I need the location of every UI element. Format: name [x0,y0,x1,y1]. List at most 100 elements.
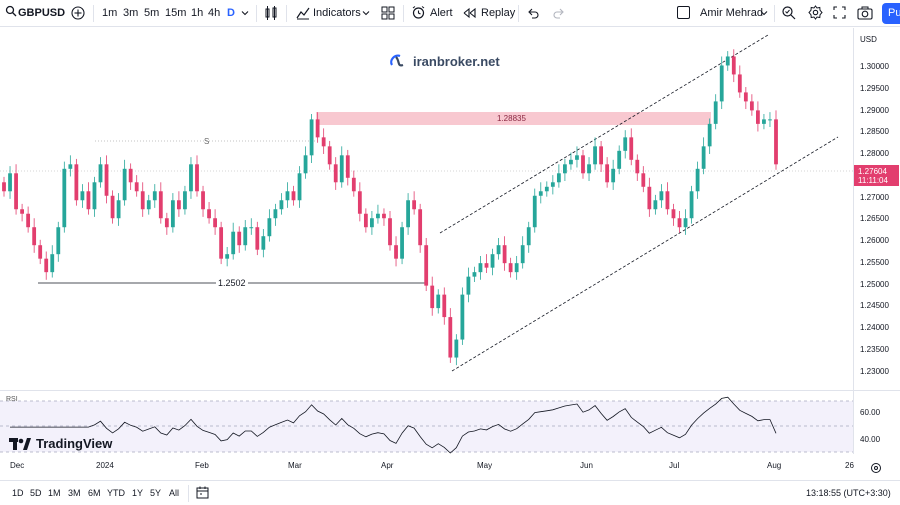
candle-body [556,173,561,183]
candle-body [376,213,380,219]
candle-body [357,191,362,214]
undo-icon[interactable] [527,7,539,19]
candle-body [647,186,652,210]
settings-gear-icon[interactable] [808,5,823,20]
interval-15m[interactable]: 15m [165,7,187,19]
candle-body [768,119,772,121]
indicators-icon[interactable] [296,6,310,20]
candles-icon[interactable] [264,5,278,21]
channel-upper-line [439,34,769,234]
candle-body [195,164,199,192]
alert-clock-icon[interactable] [411,5,426,20]
quick-search-icon[interactable] [781,5,796,20]
range-5d[interactable]: 5D [30,488,42,498]
candle-body [134,182,139,192]
candle-body [291,191,296,201]
candle-body [514,263,519,273]
range-ytd[interactable]: YTD [107,488,125,498]
currency-label[interactable]: USD [860,35,877,44]
top-toolbar: GBPUSD 1m 3m 5m 15m 1h 4h D Indicators A… [0,0,900,27]
candle-body [635,159,640,174]
camera-icon[interactable] [857,6,873,20]
candle-body [279,200,284,210]
candle-body [605,164,610,183]
time-axis[interactable]: Dec 2024 Feb Mar Apr May Jun Jul Aug 26 [0,461,854,475]
candle-body [400,227,404,259]
redo-icon[interactable] [553,7,565,19]
range-1y[interactable]: 1Y [132,488,144,498]
candle-body [581,155,585,174]
rsi-band [0,401,853,452]
divider [256,5,257,22]
time-tick: 26 [845,461,854,470]
candle-body [152,191,157,201]
time-tick: Dec [10,461,25,470]
candle-body [719,65,724,102]
chevron-down-icon[interactable] [241,9,249,17]
interval-3m[interactable]: 3m [123,7,139,19]
indicators-button[interactable]: Indicators [313,7,361,19]
range-3m[interactable]: 3M [68,488,81,498]
candle-body [508,263,513,273]
replay-button[interactable]: Replay [481,7,516,19]
compare-add-icon[interactable] [71,6,85,20]
candle-body [575,155,579,160]
price-tick: 1.26000 [860,236,889,245]
last-price-value: 1.27604 [858,167,887,176]
layout-grid-icon[interactable] [381,6,395,20]
candle-body [309,119,314,156]
candle-body [418,209,423,246]
candle-body [629,137,634,160]
candle-body [189,164,193,192]
candle-body [641,173,646,187]
price-axis[interactable]: USD 1.30000 1.29500 1.29000 1.28500 1.28… [853,28,900,454]
candle-body [544,186,549,192]
price-chart[interactable] [0,28,853,483]
candle-body [177,200,181,210]
chevron-down-icon[interactable] [362,9,370,17]
candle-body [68,164,73,169]
interval-4h[interactable]: 4h [208,7,221,19]
layout-checkbox[interactable] [677,6,690,19]
candle-body [683,218,688,228]
range-5y[interactable]: 5Y [150,488,162,498]
rsi-indicator-name[interactable]: RSI [6,396,18,403]
candle-body [526,227,531,246]
clock-readout[interactable]: 13:18:55 (UTC+3:30) [806,488,891,498]
interval-d[interactable]: D [227,7,235,19]
range-all[interactable]: All [169,488,180,498]
search-icon[interactable] [5,5,17,17]
range-1d[interactable]: 1D [12,488,24,498]
chevron-down-icon[interactable] [760,9,768,17]
price-tick: 1.23000 [860,367,889,376]
range-1m[interactable]: 1M [48,488,61,498]
candle-body [430,285,435,309]
candle-body [351,177,356,192]
zone-price-label: 1.28835 [497,114,526,123]
candle-body [158,191,163,219]
user-name[interactable]: Amir Mehrad [700,7,763,19]
interval-5m[interactable]: 5m [144,7,160,19]
candle-body [737,74,742,93]
pane-separator[interactable] [0,390,900,391]
candle-body [321,137,326,147]
candle-body [20,209,24,214]
candle-body [713,101,718,124]
replay-icon[interactable] [462,6,478,20]
rsi-level-60: 60.00 [860,408,881,417]
candle-body [104,164,109,196]
candle-body [617,150,622,169]
fullscreen-icon[interactable] [833,6,846,19]
interval-1h[interactable]: 1h [191,7,204,19]
channel-lower-line [451,136,839,372]
go-to-date-icon[interactable] [196,486,209,499]
candle-body [424,245,429,286]
interval-1m[interactable]: 1m [102,7,118,19]
candle-body [315,119,320,138]
timezone-settings-icon[interactable] [870,462,882,474]
symbol-name[interactable]: GBPUSD [18,7,66,19]
range-6m[interactable]: 6M [88,488,101,498]
alert-button[interactable]: Alert [430,7,453,19]
publish-button[interactable]: Pu [882,3,900,24]
candle-body [164,218,169,228]
